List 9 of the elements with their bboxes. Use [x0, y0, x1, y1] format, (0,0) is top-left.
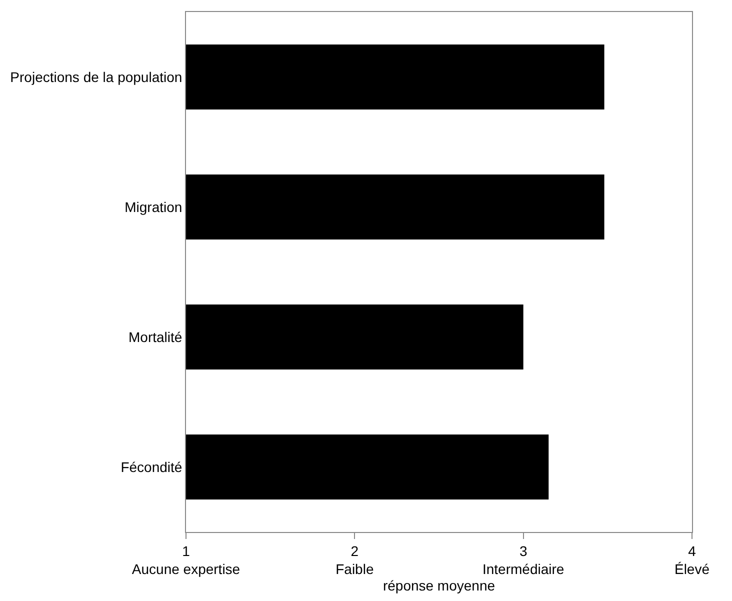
y-tick-label: Projections de la population [10, 68, 182, 85]
y-tick-label: Fécondité [120, 458, 182, 475]
x-tick-label: 1 Aucune expertise [132, 542, 240, 577]
y-tick-label: Migration [124, 198, 182, 215]
x-axis-title: réponse moyenne [382, 577, 496, 594]
x-tick-label: 2 Faible [336, 542, 374, 577]
y-tick-label: Mortalité [128, 328, 182, 345]
x-tick-label: 4 Élevé [674, 542, 710, 577]
x-tick-label: 3 Intermédiaire [482, 542, 564, 577]
